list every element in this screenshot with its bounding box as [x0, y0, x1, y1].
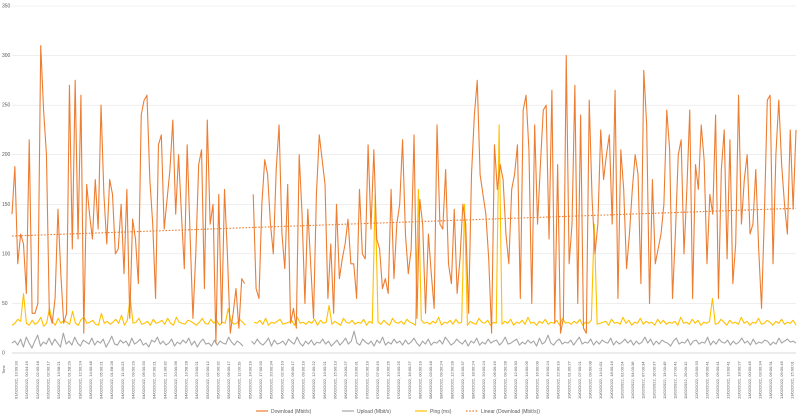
x-tick-label: 03/02/2022, 12:00:24: [77, 360, 82, 399]
x-tick-label: 05/02/2022, 05:00:32: [215, 360, 220, 399]
series-line-2: [11, 124, 797, 327]
y-tick-label: 200: [2, 152, 11, 158]
x-tick-label: 11/02/2022, 04:00:38: [630, 361, 635, 399]
x-tick-label: 04/02/2022, 20:00:36: [173, 360, 178, 399]
x-tick-label: 11/02/2022, 10:00:37: [651, 361, 656, 399]
x-tick-label: 07/02/2022, 10:00:26: [386, 360, 391, 399]
x-tick-label: 11/02/2022, 17:00:41: [673, 361, 678, 399]
x-tick-label: 13/02/2022, 09:00:45: [779, 360, 784, 399]
x-tick-label: 02/02/2022, 02:00:17: [45, 360, 50, 399]
x-tick-label: 13/02/2022, 06:00:31: [768, 360, 773, 399]
x-tick-label: 07/02/2022, 02:00:19: [364, 360, 369, 399]
x-tick-label: 09/02/2022, 19:00:24: [545, 360, 550, 399]
x-tick-label: 05/02/2022, 02:00:12: [205, 360, 210, 399]
x-tick-label: 06/02/2022, 12:00:22: [311, 360, 316, 399]
x-tick-label: 05/02/2022, 17:00:33: [258, 360, 263, 399]
legend-label: Ping (ms): [430, 409, 452, 415]
x-tick-label: 04/02/2022, 01:58:28: [109, 360, 114, 399]
x-tick-label: 08/02/2022, 12:00:28: [449, 360, 454, 399]
x-tick-label: 05/02/2022, 14:00:19: [247, 360, 252, 399]
x-axis-tick-labels: 01/02/2022, 13:09:33 02/02/2022, 00:04:19…: [14, 360, 795, 399]
y-axis-tick-labels: 0 50 100 150 200 250 300 350: [2, 4, 11, 357]
y-tick-label: 100: [2, 251, 11, 257]
x-tick-label: 10/02/2022, 18:00:16: [609, 360, 614, 399]
x-tick-label: 02/02/2022, 02:00:18: [35, 360, 40, 399]
x-tick-label: 04/02/2022, 05:00:21: [99, 360, 104, 399]
x-tick-label: 07/02/2022, 13:00:25: [396, 360, 401, 399]
x-tick-label: 09/02/2022, 16:00:09: [534, 360, 539, 399]
x-tick-label: 09/02/2022, 12:00:30: [513, 360, 518, 399]
x-tick-label: 08/02/2022, 20:00:24: [481, 360, 486, 399]
series-lines: [11, 45, 797, 349]
legend: Download (Mbit/s) Upload (Mbit/s) Ping (ms…: [256, 409, 540, 415]
x-tick-label: 10/02/2022, 07:00:21: [577, 360, 582, 399]
x-tick-label: 10/02/2022, 14:11:01: [598, 361, 603, 399]
x-tick-label: 09/02/2022, 09:00:28: [502, 360, 507, 399]
x-tick-label: 09/02/2022, 06:00:19: [492, 360, 497, 399]
x-tick-label: 13/02/2022, 15:00:01: [790, 360, 795, 399]
x-tick-label: 08/02/2022, 09:00:24: [439, 360, 444, 399]
x-tick-label: 01/02/2022, 13:09:33: [14, 360, 19, 399]
trendline: [11, 207, 797, 237]
x-tick-label: 07/02/2022, 07:00:19: [375, 360, 380, 399]
x-tick-label: 06/02/2022, 13:00:21: [322, 360, 327, 399]
x-tick-label: 02/02/2022, 13:58:21: [56, 360, 61, 399]
x-tick-label: 04/02/2022, 13:58:28: [184, 360, 189, 399]
y-tick-label: 250: [2, 103, 11, 109]
x-tick-label: 09/02/2022, 22:00:19: [556, 360, 561, 399]
x-tick-label: 06/02/2022, 09:00:19: [301, 360, 306, 399]
x-tick-label: 04/02/2022, 23:00:21: [194, 360, 199, 399]
x-tick-label: 08/02/2022, 15:00:37: [460, 360, 465, 399]
x-tick-label: 02/02/2022, 00:04:19: [24, 360, 29, 399]
x-tick-label: 03/02/2022, 01:58:29: [67, 360, 72, 399]
x-tick-label: 13/02/2022, 03:00:34: [758, 360, 763, 399]
x-tick-label: 04/02/2022, 09:00:29: [130, 360, 135, 399]
y-tick-label: 50: [2, 301, 8, 307]
y-tick-label: 300: [2, 53, 11, 59]
series-line-1: [11, 330, 797, 349]
x-tick-label: 08/02/2022, 00:00:19: [417, 360, 422, 399]
x-tick-label: 12/02/2022, 03:00:33: [694, 360, 699, 399]
x-tick-label: 12/02/2022, 06:00:41: [704, 360, 709, 399]
x-tick-label: 06/02/2022, 23:00:31: [354, 360, 359, 399]
y-tick-label: 150: [2, 202, 11, 208]
legend-label: Upload (Mbit/s): [357, 409, 391, 415]
x-tick-label: 05/02/2022, 20:00:34: [269, 360, 274, 399]
x-tick-label: 12/02/2022, 13:00:41: [726, 360, 731, 399]
x-tick-label: 11/02/2022, 07:00:34: [641, 361, 646, 399]
x-tick-label: 08/02/2022, 18:00:24: [471, 360, 476, 399]
x-tick-label: 06/02/2022, 15:00:13: [332, 360, 337, 399]
x-tick-label: 11/02/2022, 13:00:49: [662, 361, 667, 399]
x-tick-label: 06/02/2022, 20:00:27: [343, 360, 348, 399]
legend-label: Download (Mbit/s): [271, 409, 312, 415]
x-tick-label: 04/02/2022, 07:00:21: [152, 360, 157, 399]
x-tick-label: 06/02/2022, 06:00:17: [290, 360, 295, 399]
x-tick-label: 12/02/2022, 18:00:27: [736, 360, 741, 399]
x-tick-label: 10/02/2022, 09:00:08: [588, 360, 593, 399]
y-tick-label: 350: [2, 4, 11, 10]
x-tick-label: 13/02/2022, 00:00:45: [747, 360, 752, 399]
x-tick-label: 05/02/2022, 06:00:17: [226, 360, 231, 399]
series-line-0: [11, 45, 797, 344]
x-tick-label: 11/02/2022, 01:00:24: [619, 361, 624, 399]
x-tick-label: 04/02/2022, 11:30:23: [120, 361, 125, 399]
x-tick-label: 12/02/2022, 09:00:41: [715, 360, 720, 399]
x-tick-label: 07/02/2022, 16:00:27: [407, 360, 412, 399]
x-tick-label: 03/02/2022, 14:00:48: [88, 360, 93, 399]
x-tick-label: 11/02/2022, 20:00:12: [683, 361, 688, 399]
x-tick-label: 10/02/2022, 01:00:27: [566, 360, 571, 399]
legend-label: Linear (Download (Mbit/s)): [481, 409, 540, 415]
x-tick-label: 08/02/2022, 03:00:18: [428, 360, 433, 399]
x-tick-label: 09/02/2022, 14:00:09: [524, 360, 529, 399]
x-tick-label: 06/02/2022, 02:00:10: [279, 360, 284, 399]
x-tick-label: 04/02/2022, 06:00:33: [141, 360, 146, 399]
x-axis-caption: Time: [1, 364, 6, 374]
x-tick-label: 04/02/2022, 21:00:32: [162, 360, 167, 399]
x-tick-label: 05/02/2022, 11:00:19: [237, 361, 242, 399]
y-tick-label: 0: [2, 351, 5, 357]
